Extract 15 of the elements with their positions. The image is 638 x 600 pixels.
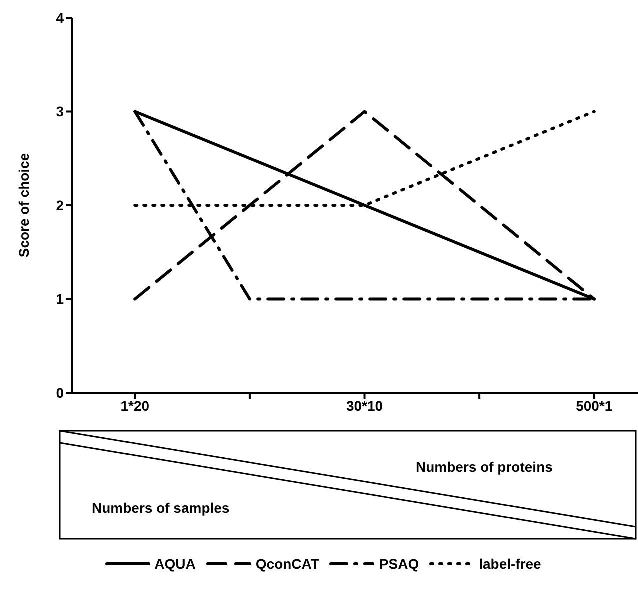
x-tick-label: 30*10 <box>346 398 384 414</box>
y-tick-label: 3 <box>56 104 64 120</box>
y-axis-title: Score of choice <box>16 153 32 258</box>
x-tick-label: 1*20 <box>120 398 150 414</box>
legend-label: PSAQ <box>379 555 420 573</box>
x-tick-label: 500*1 <box>576 398 613 414</box>
y-tick-label: 2 <box>56 197 64 214</box>
y-tick-label: 4 <box>56 10 64 26</box>
legend-label: label-free <box>479 555 542 573</box>
y-tick-label: 0 <box>56 384 64 401</box>
y-tick-label: 1 <box>56 291 64 308</box>
legend-label: AQUA <box>154 555 196 573</box>
text: Numbers of samples <box>92 500 230 516</box>
legend-label: QconCAT <box>256 555 320 573</box>
text: Numbers of proteins <box>416 459 554 475</box>
